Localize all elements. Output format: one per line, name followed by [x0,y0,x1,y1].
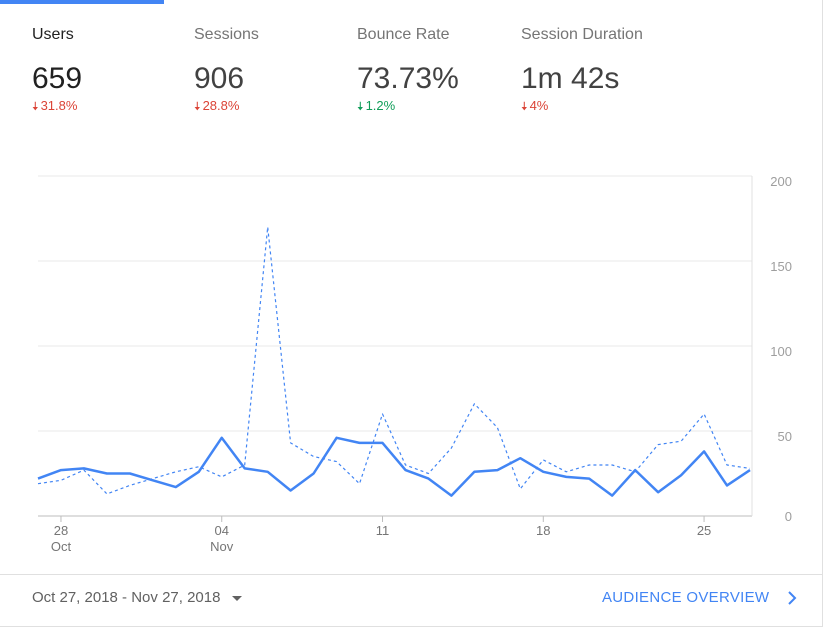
metric-label: Bounce Rate [357,26,450,43]
metric-change-value: 1.2% [365,98,396,113]
x-tick-label: 04 [215,523,229,538]
x-tick-label: 28 [54,523,68,538]
y-tick-label: 150 [770,259,792,274]
footer-divider [0,574,823,575]
metric-value: 659 [32,62,83,95]
metric-change: 🠇 28.8% [194,97,354,115]
arrow-down-icon: 🠇 [194,99,201,113]
caret-down-icon [232,596,243,601]
metric-label: Session Duration [521,26,643,43]
metric-change-value: 4% [529,98,549,113]
metric-label: Users [32,26,74,43]
audience-overview-link[interactable]: AUDIENCE OVERVIEW [602,589,797,606]
x-tick-sublabel: Nov [210,539,234,554]
date-range-selector[interactable]: Oct 27, 2018 - Nov 27, 2018 [32,589,243,606]
arrow-down-icon: 🠇 [32,99,39,113]
metric-tab-session-duration[interactable]: Session Duration 1m 42s 🠇 4% [521,24,721,115]
metric-change: 🠇 31.8% [32,97,192,115]
date-range-label: Oct 27, 2018 - Nov 27, 2018 [32,589,221,606]
y-tick-label: 200 [770,174,792,189]
y-tick-label: 50 [778,429,792,444]
metric-value: 73.73% [357,62,459,95]
x-tick-label: 25 [697,523,711,538]
series-line-previous [37,226,751,495]
x-tick-sublabel: Oct [51,539,72,554]
metric-change-value: 31.8% [40,98,78,113]
x-tick-label: 11 [376,523,390,538]
chevron-right-icon [788,590,797,605]
metric-label: Sessions [194,26,259,43]
arrow-down-icon: 🠇 [357,99,364,113]
metric-tab-users[interactable]: Users 659 🠇 31.8% [32,24,192,115]
audience-overview-label: AUDIENCE OVERVIEW [602,589,770,606]
active-tab-indicator [0,0,164,4]
metric-tab-sessions[interactable]: Sessions 906 🠇 28.8% [194,24,354,115]
x-tick-label: 18 [536,523,550,538]
metric-change: 🠇 4% [521,97,721,115]
metric-value: 1m 42s [521,62,620,95]
metric-change-value: 28.8% [202,98,240,113]
y-tick-label: 0 [785,509,792,524]
metric-change: 🠇 1.2% [357,97,517,115]
metric-value: 906 [194,62,245,95]
arrow-down-icon: 🠇 [521,99,528,113]
series-line-current [37,436,751,497]
y-tick-label: 100 [770,344,792,359]
metric-tab-bounce-rate[interactable]: Bounce Rate 73.73% 🠇 1.2% [357,24,517,115]
